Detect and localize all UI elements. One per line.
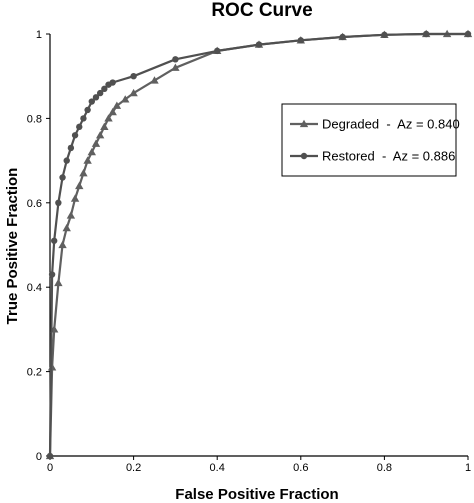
circle-point bbox=[55, 199, 62, 206]
legend-triangle-icon bbox=[299, 119, 309, 128]
circle-point bbox=[297, 37, 304, 44]
triangle-point bbox=[95, 131, 105, 139]
circle-point bbox=[464, 30, 472, 38]
series-2 bbox=[46, 30, 472, 460]
circle-point bbox=[381, 31, 388, 39]
x-tick-label: 1 bbox=[465, 462, 471, 474]
circle-point bbox=[101, 85, 108, 93]
triangle-point bbox=[129, 88, 138, 97]
triangle-point bbox=[91, 139, 101, 147]
legend-entry: Degraded - Az = 0.840 bbox=[290, 117, 460, 132]
triangle-point bbox=[58, 240, 67, 249]
series-line bbox=[48, 32, 468, 457]
circle-point bbox=[339, 33, 346, 41]
triangle-point bbox=[54, 278, 63, 287]
triangle-point bbox=[108, 107, 117, 116]
circle-point bbox=[46, 452, 54, 460]
triangle-point bbox=[121, 95, 130, 103]
triangle-point bbox=[83, 156, 92, 164]
circle-point bbox=[172, 56, 179, 63]
triangle-point bbox=[87, 147, 96, 156]
circle-point bbox=[80, 115, 87, 122]
triangle-point bbox=[104, 114, 113, 122]
triangle-point bbox=[171, 63, 180, 71]
series-layer bbox=[45, 29, 473, 460]
triangle-point bbox=[75, 181, 84, 190]
circle-point bbox=[423, 30, 430, 38]
circle-point bbox=[130, 73, 137, 80]
axes: 0 0.2 0.4 0.6 0.8 1 0 0.2 0.4 0.6 0.8 1 bbox=[27, 29, 471, 474]
circle-point bbox=[48, 271, 56, 278]
y-tick-label: 0.6 bbox=[27, 198, 42, 210]
circle-point bbox=[63, 157, 70, 164]
x-tick-label: 0.6 bbox=[293, 462, 308, 474]
circle-point bbox=[92, 94, 100, 101]
series-line bbox=[48, 32, 468, 457]
circle-point bbox=[76, 123, 83, 131]
series-1 bbox=[45, 29, 473, 460]
legend-label: Degraded - Az = 0.840 bbox=[322, 117, 460, 132]
x-tick-label: 0.2 bbox=[126, 462, 141, 474]
y-tick-label: 1 bbox=[36, 29, 42, 41]
y-tick-label: 0 bbox=[36, 451, 42, 463]
x-axis-label: False Positive Fraction bbox=[175, 486, 338, 503]
x-tick-label: 0.8 bbox=[377, 462, 392, 474]
circle-point bbox=[88, 98, 96, 105]
circle-point bbox=[84, 106, 91, 114]
circle-point bbox=[59, 174, 66, 181]
legend-label: Restored - Az = 0.886 bbox=[322, 149, 455, 164]
circle-point bbox=[109, 79, 116, 86]
x-tick-label: 0.4 bbox=[210, 462, 225, 474]
y-tick-label: 0.8 bbox=[27, 113, 42, 125]
circle-point bbox=[255, 41, 263, 48]
triangle-point bbox=[79, 169, 88, 177]
chart-title: ROC Curve bbox=[211, 0, 312, 21]
triangle-point bbox=[150, 76, 159, 84]
triangle-point bbox=[66, 211, 76, 219]
y-tick-label: 0.2 bbox=[27, 367, 42, 379]
legend: Degraded - Az = 0.840 Restored - Az = 0.8… bbox=[281, 103, 460, 177]
circle-point bbox=[71, 132, 79, 139]
triangle-point bbox=[70, 194, 80, 202]
circle-point bbox=[50, 237, 58, 244]
triangle-point bbox=[100, 122, 109, 130]
y-tick-label: 0.4 bbox=[27, 282, 42, 294]
triangle-point bbox=[62, 223, 71, 232]
circle-point bbox=[214, 47, 221, 55]
x-tick-label: 0 bbox=[47, 462, 53, 474]
legend-entry: Restored - Az = 0.886 bbox=[290, 149, 455, 164]
circle-point bbox=[96, 89, 104, 97]
legend-circle-icon bbox=[300, 152, 308, 160]
triangle-point bbox=[112, 101, 122, 109]
y-axis-label: True Positive Fraction bbox=[4, 168, 21, 325]
circle-point bbox=[67, 144, 75, 152]
legend-box bbox=[281, 103, 457, 177]
